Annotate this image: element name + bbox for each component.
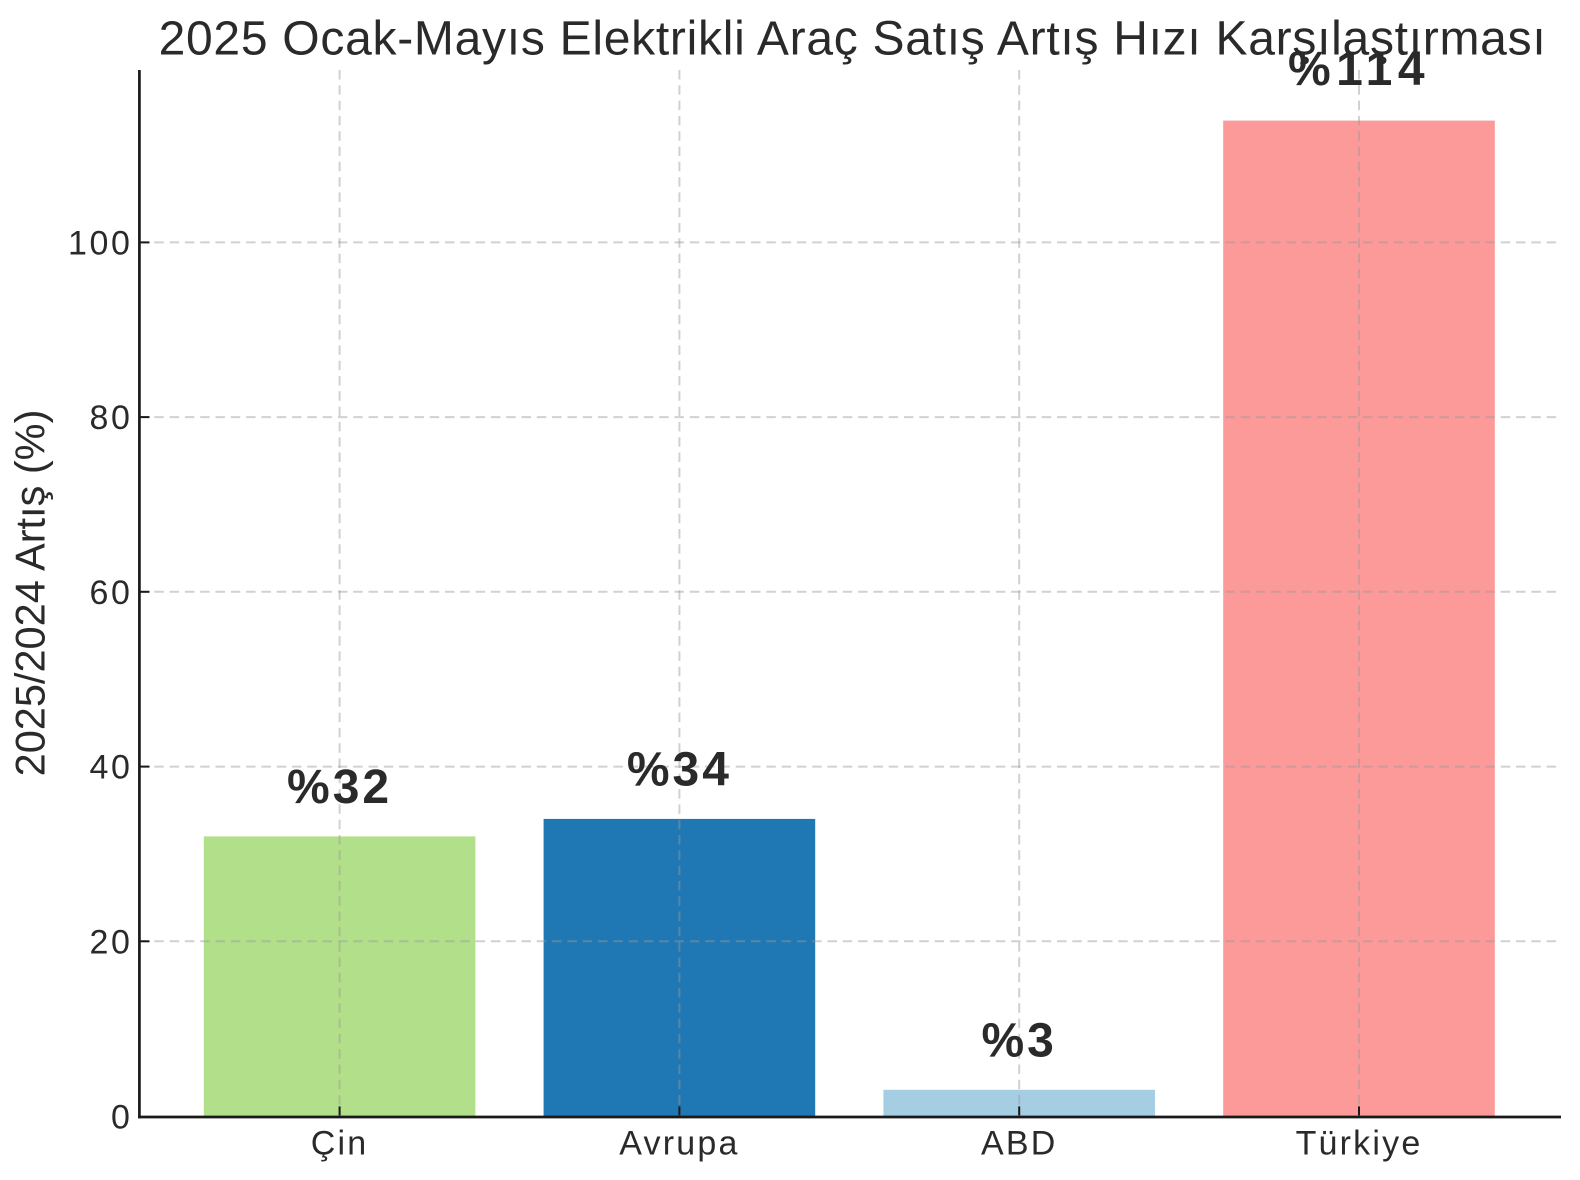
svg-text:Türkiye: Türkiye bbox=[1296, 1125, 1423, 1163]
svg-text:2025 Ocak-Mayıs Elektrikli Ara: 2025 Ocak-Mayıs Elektrikli Araç Satış Ar… bbox=[159, 13, 1547, 66]
svg-text:40: 40 bbox=[89, 749, 132, 787]
svg-text:80: 80 bbox=[89, 399, 132, 437]
svg-text:%114: %114 bbox=[1288, 43, 1430, 96]
svg-text:20: 20 bbox=[89, 923, 132, 961]
svg-text:%34: %34 bbox=[627, 744, 732, 797]
svg-text:Avrupa: Avrupa bbox=[619, 1125, 739, 1163]
svg-text:100: 100 bbox=[68, 224, 133, 262]
svg-text:60: 60 bbox=[89, 574, 132, 612]
svg-text:0: 0 bbox=[111, 1099, 133, 1137]
svg-text:2025/2024 Artış (%): 2025/2024 Artış (%) bbox=[7, 410, 54, 777]
svg-text:%32: %32 bbox=[287, 761, 392, 814]
svg-text:ABD: ABD bbox=[981, 1125, 1058, 1163]
svg-text:%3: %3 bbox=[982, 1014, 1057, 1067]
svg-text:Çin: Çin bbox=[311, 1125, 369, 1163]
